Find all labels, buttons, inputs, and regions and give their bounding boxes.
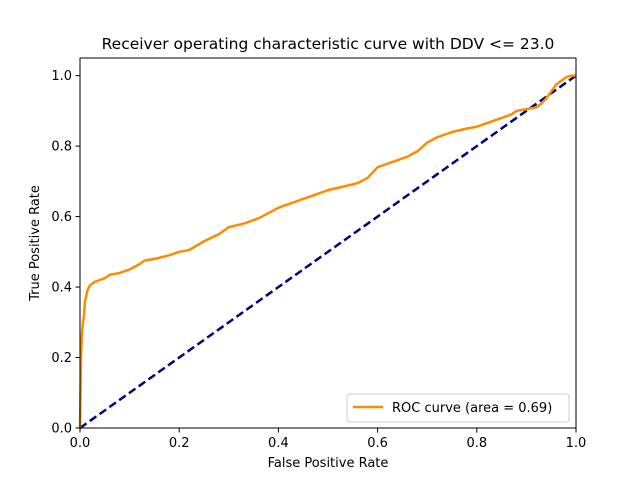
legend-label-roc-curve: ROC curve (area = 0.69) [392,401,552,416]
y-tick-label: 1.0 [51,69,72,84]
x-axis-label: False Positive Rate [268,456,389,471]
chart-title: Receiver operating characteristic curve … [102,35,555,53]
x-tick-label: 0.6 [367,436,388,451]
roc-curve-line [78,74,576,429]
chance-line [79,74,577,430]
x-tick-label: 0.8 [466,436,487,451]
x-tick-label: 0.0 [70,436,91,451]
plot-frame [79,57,577,429]
plot-background [80,58,576,428]
x-tick-label: 0.2 [169,436,190,451]
y-tick-label: 0.4 [51,281,72,296]
series-layer [78,74,577,430]
y-tick-label: 0.8 [51,140,72,155]
y-tick-label: 0.0 [51,422,72,437]
y-tick-label: 0.6 [51,210,72,225]
x-tick-label: 1.0 [566,436,587,451]
legend: ROC curve (area = 0.69) [346,393,570,423]
plot-area [78,57,577,430]
y-axis-label: True Positive Rate [28,185,43,302]
x-tick-label: 0.4 [268,436,289,451]
legend-box [346,393,570,423]
x-axis: 0.0 0.2 0.4 0.6 0.8 1.0 [70,428,587,451]
y-tick-label: 0.2 [51,351,72,366]
y-axis: 0.0 0.2 0.4 0.6 0.8 1.0 [51,69,80,437]
